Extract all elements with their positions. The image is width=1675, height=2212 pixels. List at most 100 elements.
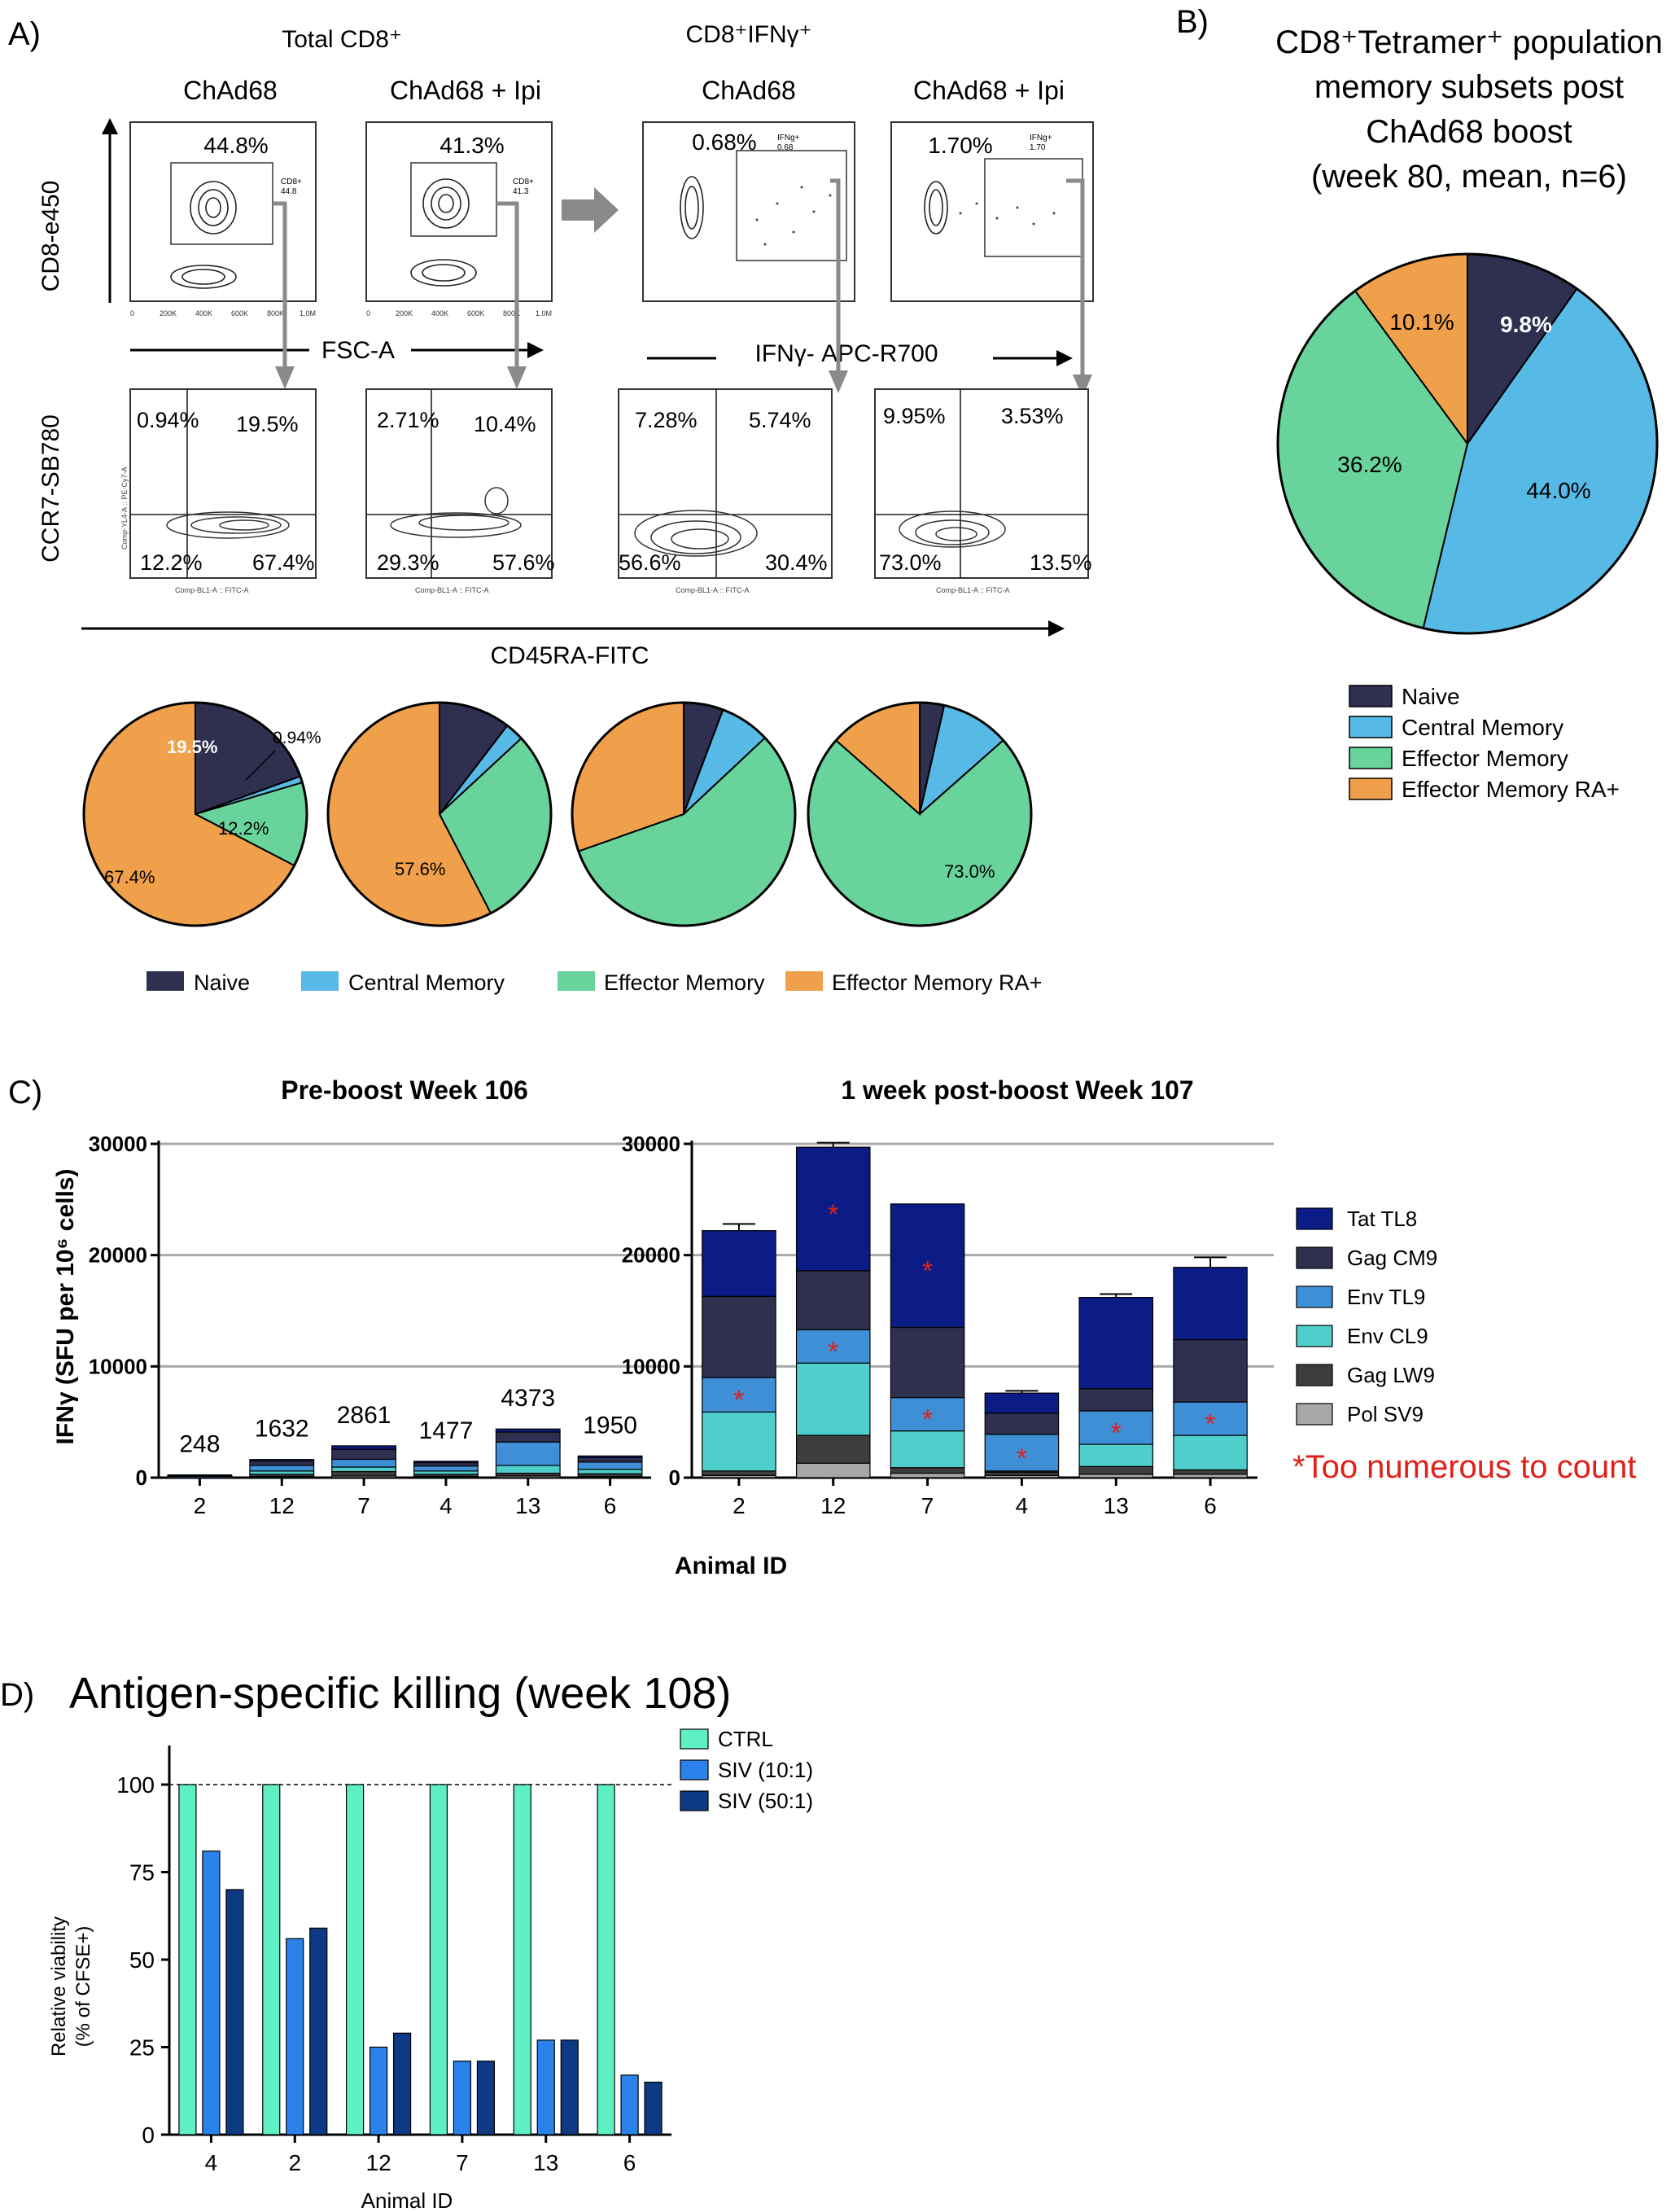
post-bar-4-tat-tl8: [984, 1392, 1060, 1414]
svg-text:Comp-BL1-A :: FITC-A: Comp-BL1-A :: FITC-A: [175, 586, 249, 594]
legend-a-swatch-effector: [558, 971, 595, 991]
y-tick-label: 30000: [89, 1132, 147, 1156]
y-axis-label-top: CD8-e450: [37, 181, 64, 292]
d-x-tick-label-13: 13: [533, 2150, 558, 2175]
legend-d-swatch-siv10: [680, 1759, 709, 1781]
d-bar-4-siv-10-1-: [202, 1851, 221, 2135]
contour-top-2: [410, 178, 477, 287]
y-axis-arrowhead-top: [102, 118, 118, 134]
d-x-tick-label-7: 7: [456, 2150, 469, 2175]
contours-bottom: [166, 487, 1006, 557]
contour-top-4: [924, 181, 948, 234]
d-bar-2-siv-50-1-: [309, 1927, 328, 2135]
post-star-7: *: [922, 1404, 933, 1435]
gate-cd8-2: [410, 162, 497, 237]
svg-text:9.95%: 9.95%: [883, 404, 946, 428]
d-bar-6-siv-10-1-: [620, 2074, 639, 2135]
pre-bar-13-env-cl9: [495, 1465, 561, 1474]
post-bar-2-env-tl9: [702, 1377, 776, 1413]
svg-text:200K: 200K: [396, 309, 413, 318]
post-star-12: *: [828, 1337, 838, 1368]
svg-text:29.3%: 29.3%: [377, 550, 440, 575]
panel-b-title-3: ChAd68 boost: [1366, 114, 1572, 150]
pre-x-tick-label-4: 4: [440, 1493, 453, 1518]
post-bar-12-env-cl9: [795, 1362, 871, 1436]
top-pct-2: 41.3%: [440, 133, 504, 158]
panel-b-pie: [1276, 252, 1659, 635]
pie1-label-emra: 67.4%: [104, 867, 155, 887]
top-pct-3: 0.68%: [692, 129, 756, 155]
post-bar-2-env-cl9: [702, 1411, 776, 1472]
panel-b-title-2: memory subsets post: [1314, 69, 1624, 105]
legend-a-central: Central Memory: [348, 970, 505, 995]
svg-text:12.2%: 12.2%: [140, 550, 203, 575]
svg-text:67.4%: 67.4%: [252, 550, 315, 575]
pie1-leader-line: [245, 750, 276, 781]
legend-b-swatch-central: [1349, 716, 1393, 738]
gate-label-3b: 0.68: [777, 143, 794, 152]
svg-text:800K: 800K: [503, 309, 520, 318]
d-bar-7-siv-50-1-: [476, 2061, 496, 2135]
post-bar-4-gag-cm9: [984, 1413, 1060, 1435]
pie-b-label-effector: 36.2%: [1337, 452, 1402, 477]
svg-text:57.6%: 57.6%: [492, 550, 555, 575]
post-bar-12-env-tl9: [795, 1329, 871, 1364]
d-y-tick-label: 0: [142, 2122, 155, 2148]
contour-top-3: [680, 176, 704, 239]
post-bar-13-gag-lw9: [1078, 1465, 1154, 1475]
legend-a-swatch-emra: [785, 971, 823, 991]
legend-b-emra: Effector Memory RA+: [1402, 777, 1620, 802]
gate-transfer-arrow: [562, 187, 619, 233]
svg-text:400K: 400K: [195, 309, 212, 318]
fsc-axis-label: FSC-A: [321, 337, 395, 364]
pie4-label-effector: 73.0%: [944, 861, 995, 882]
pre-x-tick-label-2: 2: [194, 1493, 207, 1518]
pie-a2-outline: [326, 701, 553, 927]
d-bar-7-siv-10-1-: [453, 2061, 472, 2135]
ifng-axis-label: IFNγ- APC-R700: [754, 340, 938, 367]
pie-b-label-emra: 10.1%: [1389, 309, 1454, 335]
legend-a-swatch-naive: [147, 971, 184, 991]
d-x-tick-label-6: 6: [623, 2150, 636, 2175]
pre-bar-13-gag-cm9: [495, 1431, 561, 1443]
flow-plot-bottom-1: [129, 388, 317, 579]
y-axis-label-bottom: CCR7-SB780: [37, 414, 64, 563]
d-x-tick-label-12: 12: [366, 2150, 391, 2175]
top-pct-4: 1.70%: [928, 133, 992, 158]
panel-c-x-axis-label: Animal ID: [675, 1553, 787, 1579]
legend-c-gag-lw9: Gag LW9: [1347, 1363, 1435, 1387]
post-star-6: *: [1205, 1409, 1215, 1440]
panel-c-label: C): [8, 1075, 42, 1110]
pre-bar-13-env-tl9: [495, 1441, 561, 1466]
post-bar-7-env-cl9: [890, 1430, 965, 1469]
y-tick-label: 10000: [89, 1354, 147, 1378]
chart-c-post-boost: 0 10000 20000 30000 2 12 7 4 13 6 * * * * * * * *: [622, 1132, 1274, 1518]
svg-text:30.4%: 30.4%: [765, 550, 828, 575]
panel-d-y-axis-label-2: (% of CFSE+): [72, 1926, 94, 2048]
chart-c-pre-boost: 0 10000 20000 30000 2 248 12 1632 7 2861 4 1477 13 43…: [89, 1132, 667, 1518]
svg-text:600K: 600K: [467, 309, 484, 318]
contour-top-1: [170, 181, 237, 289]
d-bar-2-ctrl: [262, 1784, 281, 2135]
svg-text:0.94%: 0.94%: [137, 408, 199, 432]
pre-bar-12-env-cl9: [249, 1470, 315, 1475]
pie2-label-emra: 57.6%: [395, 859, 445, 879]
legend-b-swatch-effector: [1349, 747, 1393, 769]
pre-bar-7-gag-cm9: [331, 1448, 397, 1461]
flow-plot-bottom-4: [874, 388, 1089, 579]
pie-a4-outline: [807, 701, 1033, 927]
y-tick-label: 10000: [622, 1354, 680, 1378]
pre-bar-7-env-cl9: [331, 1466, 397, 1473]
post-star-7: *: [922, 1256, 933, 1287]
legend-a-naive: Naive: [194, 970, 250, 995]
post-bar-12-tat-tl8: [795, 1146, 871, 1272]
col-title-1: ChAd68: [183, 76, 278, 105]
svg-text:10.4%: 10.4%: [474, 412, 536, 436]
legend-a-emra: Effector Memory RA+: [832, 970, 1042, 995]
pie1-label-effector: 12.2%: [218, 818, 269, 839]
post-bar-6-env-tl9: [1173, 1401, 1248, 1436]
post-x-tick-label-7: 7: [921, 1493, 934, 1518]
fsc-tick-labels-1: 0 200K 400K 600K 800K 1.0M: [130, 309, 316, 318]
svg-text:1.0M: 1.0M: [536, 309, 552, 318]
d-bar-12-ctrl: [345, 1784, 365, 2135]
